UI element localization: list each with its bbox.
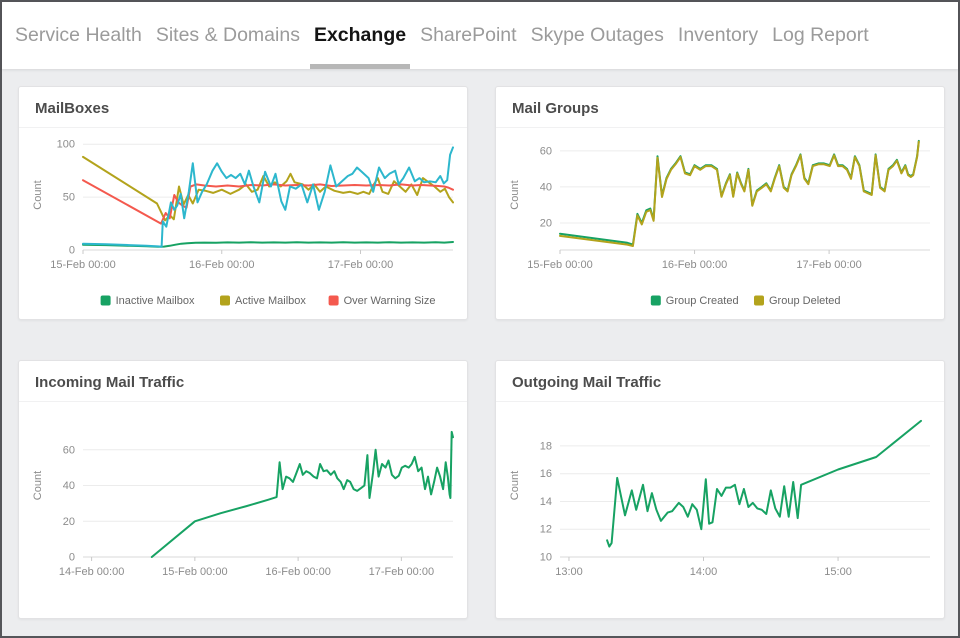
tab-skype-outages[interactable]: Skype Outages	[530, 24, 664, 46]
x-tick-label: 15-Feb 00:00	[162, 566, 227, 578]
tab-exchange[interactable]: Exchange	[307, 2, 413, 69]
panel-title: Outgoing Mail Traffic	[496, 361, 944, 402]
legend-item-inactive-mailbox[interactable]: Inactive Mailbox	[100, 295, 195, 307]
legend-swatch	[220, 295, 230, 306]
outgoing-mail-traffic-series-line[interactable]	[606, 419, 922, 548]
panel-title: Incoming Mail Traffic	[19, 361, 467, 402]
dashboard-panels: MailBoxes 0 50 100 15-Feb 00:00 16-Feb 00:00…	[18, 86, 945, 619]
y-tick-label: 16	[540, 468, 552, 480]
x-tick-label: 15-Feb 00:00	[50, 259, 115, 271]
y-tick-label: 14	[540, 496, 552, 508]
legend-item-active-mailbox[interactable]: Active Mailbox	[220, 295, 306, 307]
legend-swatch	[754, 295, 764, 306]
dashboard-tab-bar: Service Health Sites & Domains Exchange Sha…	[2, 2, 958, 69]
y-tick-label: 40	[63, 480, 75, 492]
incoming-mail-traffic-panel: Incoming Mail Traffic 0 20 40 60 14-Feb 00:0…	[18, 360, 468, 619]
legend-label: Active Mailbox	[235, 295, 306, 307]
legend-item-group-deleted[interactable]: Group Deleted	[754, 295, 841, 307]
legend-label: Group Deleted	[769, 295, 841, 307]
panel-title: Mail Groups	[496, 87, 944, 128]
legend-label: Over Warning Size	[344, 295, 436, 307]
legend-item-over-warning-size[interactable]: Over Warning Size	[328, 295, 436, 307]
incoming-mail-traffic-chart[interactable]: 0 20 40 60 14-Feb 00:00 15-Feb 00:00 16-Feb 00…	[19, 402, 467, 617]
x-tick-label: 17-Feb 00:00	[328, 259, 393, 271]
outgoing-mail-traffic-panel: Outgoing Mail Traffic 10 12 14 16 18 13:00 14:…	[495, 360, 945, 619]
x-tick-label: 17-Feb 00:00	[796, 259, 861, 271]
y-tick-label: 20	[63, 516, 75, 528]
incoming-mail-traffic-series-line[interactable]	[150, 430, 454, 558]
legend-item-group-created[interactable]: Group Created	[650, 295, 739, 307]
x-tick-label: 16-Feb 00:00	[189, 259, 254, 271]
mailboxes-panel: MailBoxes 0 50 100 15-Feb 00:00 16-Feb 00:00…	[18, 86, 468, 320]
tab-service-health[interactable]: Service Health	[15, 24, 142, 46]
tab-sharepoint[interactable]: SharePoint	[420, 24, 517, 46]
x-tick-label: 16-Feb 00:00	[662, 259, 727, 271]
y-axis-label: Count	[509, 471, 521, 500]
x-tick-label: 16-Feb 00:00	[265, 566, 330, 578]
mailboxes-chart[interactable]: 0 50 100 15-Feb 00:00 16-Feb 00:00 17-Feb 00:…	[19, 128, 467, 318]
inactive-mailbox-series-line[interactable]	[82, 241, 454, 248]
panel-title: MailBoxes	[19, 87, 467, 128]
outgoing-mail-traffic-chart[interactable]: 10 12 14 16 18 13:00 14:00 15:00 Count	[496, 402, 944, 617]
y-tick-label: 18	[540, 440, 552, 452]
active-mailbox-series-line[interactable]	[82, 155, 454, 222]
tab-log-report[interactable]: Log Report	[772, 24, 869, 46]
y-tick-label: 0	[69, 552, 75, 564]
legend-label: Group Created	[666, 295, 739, 307]
legend-label: Inactive Mailbox	[116, 295, 195, 307]
y-tick-label: 12	[540, 524, 552, 536]
y-tick-label: 20	[540, 217, 552, 229]
y-tick-label: 40	[540, 181, 552, 193]
legend-swatch	[328, 295, 339, 306]
x-tick-label: 15:00	[824, 566, 852, 578]
legend-swatch	[100, 295, 111, 306]
legend-swatch	[650, 295, 661, 306]
y-tick-label: 60	[63, 444, 75, 456]
over-warning-size-series-line[interactable]	[82, 179, 454, 225]
y-tick-label: 10	[540, 552, 552, 564]
mail-groups-chart[interactable]: 20 40 60 15-Feb 00:00 16-Feb 00:00 17-Feb 00:…	[496, 128, 944, 318]
y-axis-label: Count	[32, 180, 44, 209]
y-axis-label: Count	[32, 471, 44, 500]
x-tick-label: 14-Feb 00:00	[59, 566, 124, 578]
y-tick-label: 0	[69, 245, 75, 257]
y-tick-label: 50	[63, 192, 75, 204]
x-tick-label: 13:00	[555, 566, 583, 578]
x-tick-label: 15-Feb 00:00	[527, 259, 592, 271]
mailboxes-series-line[interactable]	[82, 146, 454, 248]
x-tick-label: 14:00	[690, 566, 718, 578]
y-tick-label: 100	[57, 139, 75, 151]
tab-inventory[interactable]: Inventory	[677, 24, 759, 46]
y-axis-label: Count	[509, 180, 521, 209]
x-tick-label: 17-Feb 00:00	[369, 566, 434, 578]
y-tick-label: 60	[540, 145, 552, 157]
mail-groups-panel: Mail Groups 20 40 60 15-Feb 00:00 16-Feb 00:…	[495, 86, 945, 320]
group-deleted-series-line[interactable]	[559, 140, 920, 247]
tab-sites-domains[interactable]: Sites & Domains	[155, 24, 300, 46]
